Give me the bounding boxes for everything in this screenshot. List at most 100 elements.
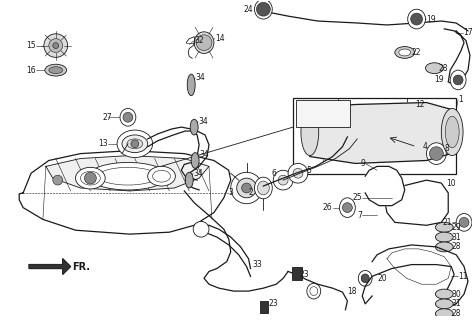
Text: 20: 20 [377,274,387,283]
Ellipse shape [255,0,272,19]
Ellipse shape [194,32,214,53]
Ellipse shape [185,172,193,188]
Text: 19: 19 [426,15,436,24]
Circle shape [429,147,443,161]
Text: 33: 33 [252,260,262,269]
Ellipse shape [117,130,153,157]
Circle shape [453,75,463,85]
Ellipse shape [89,163,168,190]
Ellipse shape [45,64,67,76]
Text: 34: 34 [195,74,205,83]
Text: 9: 9 [360,159,365,168]
Circle shape [123,112,133,122]
Circle shape [84,172,96,184]
Text: 23: 23 [300,270,309,279]
Ellipse shape [408,9,426,29]
Ellipse shape [98,167,158,185]
Text: 24: 24 [244,5,254,14]
Circle shape [231,172,262,204]
Ellipse shape [122,135,148,153]
Text: 19: 19 [435,76,444,84]
Text: 21: 21 [443,218,452,227]
Ellipse shape [436,222,453,232]
Text: 31: 31 [451,300,461,308]
Ellipse shape [339,198,355,218]
Ellipse shape [426,63,443,74]
Text: 34: 34 [198,117,208,126]
Text: 25: 25 [353,193,362,202]
Text: 13: 13 [99,139,108,148]
Polygon shape [365,166,405,206]
Circle shape [361,275,369,282]
Text: 27: 27 [102,113,112,122]
Ellipse shape [258,181,269,195]
Text: 28: 28 [438,64,448,73]
Text: 34: 34 [199,150,209,159]
Circle shape [196,35,212,51]
Bar [292,267,302,280]
Ellipse shape [190,119,198,135]
Circle shape [278,175,288,185]
Text: 22: 22 [412,48,421,57]
Ellipse shape [310,287,318,295]
Ellipse shape [436,232,453,242]
Text: 2: 2 [249,188,254,197]
Ellipse shape [187,74,195,96]
Text: 8: 8 [444,144,449,153]
Circle shape [242,183,251,193]
Ellipse shape [307,283,321,299]
Circle shape [288,164,308,183]
Ellipse shape [76,167,105,189]
Ellipse shape [441,108,463,156]
Ellipse shape [395,47,415,58]
Ellipse shape [301,108,319,156]
Text: 4: 4 [423,142,427,151]
Ellipse shape [399,49,411,56]
Polygon shape [385,180,448,225]
Ellipse shape [358,270,372,286]
Text: 32: 32 [194,36,204,45]
Ellipse shape [450,70,466,90]
Bar [296,100,350,127]
Text: 5: 5 [306,166,311,175]
Bar [293,98,456,174]
Circle shape [237,178,257,198]
Ellipse shape [436,299,453,309]
Text: 34: 34 [193,169,203,178]
Ellipse shape [426,143,446,164]
Circle shape [193,221,209,237]
Text: 14: 14 [215,34,225,43]
Text: 26: 26 [323,203,333,212]
Circle shape [273,170,293,190]
Polygon shape [19,151,231,234]
Polygon shape [362,245,468,306]
Polygon shape [46,156,209,191]
Text: 28: 28 [451,243,461,252]
Ellipse shape [153,170,170,182]
Bar [260,301,268,313]
Ellipse shape [127,139,143,149]
Text: 1: 1 [458,95,463,104]
Ellipse shape [49,67,63,74]
Text: 18: 18 [347,287,357,296]
Text: 17: 17 [463,28,473,37]
Ellipse shape [436,309,453,319]
Text: 11: 11 [458,272,467,281]
Text: 6: 6 [271,169,276,178]
Ellipse shape [445,116,459,148]
Text: 28: 28 [451,309,461,318]
Circle shape [293,168,303,178]
Text: 3: 3 [229,188,234,197]
Circle shape [411,13,423,25]
Polygon shape [310,102,451,164]
Text: 15: 15 [26,41,36,50]
Text: 12: 12 [415,100,425,109]
Text: 10: 10 [446,179,456,188]
Ellipse shape [80,171,100,185]
Circle shape [49,39,63,52]
Text: 23: 23 [268,300,278,308]
Text: FR.: FR. [72,261,90,272]
Polygon shape [29,259,70,275]
Circle shape [53,175,63,185]
Text: 7: 7 [357,211,362,220]
